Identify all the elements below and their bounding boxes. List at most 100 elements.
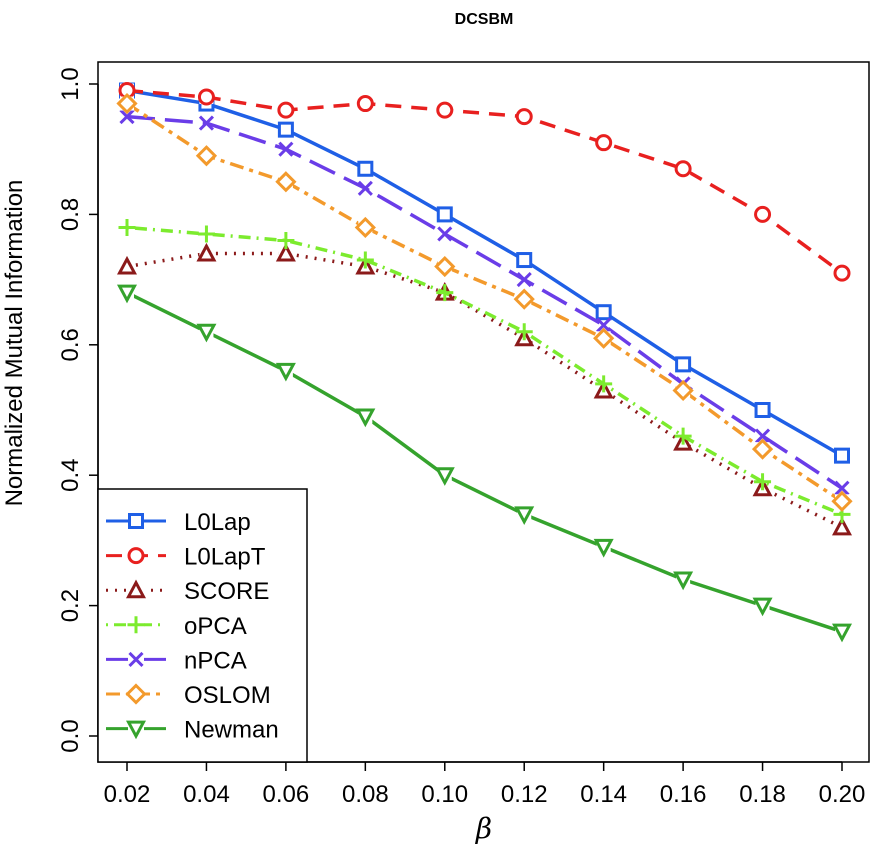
marker-backdrop [596, 305, 611, 320]
data-point-l0lap [595, 304, 612, 321]
marker-backdrop [437, 103, 452, 118]
data-point-npca [834, 480, 850, 496]
data-point-oslom [354, 216, 376, 239]
data-point-newman [752, 597, 773, 617]
series-line-l0lap [126, 88, 843, 458]
marker-backdrop [199, 90, 214, 105]
data-point-opca [515, 323, 533, 341]
data-point-score [116, 255, 138, 275]
legend-label: SCORE [184, 578, 269, 605]
data-point-score [593, 379, 614, 399]
x-tick-label: 0.16 [660, 781, 707, 808]
data-point-oslom [751, 438, 774, 460]
marker-backdrop [120, 83, 134, 98]
data-point-l0lap [834, 447, 850, 464]
y-tick-label: 0.0 [57, 719, 84, 752]
legend-label: L0LapT [184, 544, 266, 571]
legend-label: oPCA [184, 613, 247, 640]
series-line-opca [126, 225, 843, 516]
legend-marker-l0lapt [127, 547, 145, 565]
legend-label: nPCA [184, 647, 247, 674]
data-point-l0lap [675, 356, 692, 373]
x-tick-label: 0.20 [819, 781, 866, 808]
legend-marker-score [125, 579, 147, 599]
data-point-oslom [593, 327, 615, 349]
y-tick-label: 0.2 [57, 589, 84, 622]
series-line-newman [126, 291, 843, 634]
chart-title: DCSBM [455, 11, 514, 28]
x-axis-label: β [475, 812, 492, 845]
data-point-oslom [513, 288, 535, 310]
data-point-oslom [672, 379, 694, 402]
y-tick-label: 0.8 [57, 198, 84, 231]
legend-item-score: SCORE [106, 578, 269, 605]
marker-backdrop [835, 448, 849, 463]
data-point-opca [674, 427, 692, 445]
y-tick-label: 0.6 [57, 328, 84, 361]
legend-marker-opca [127, 616, 145, 634]
x-tick-label: 0.06 [263, 781, 310, 808]
legend-label: Newman [184, 717, 279, 744]
x-tick-label: 0.12 [501, 781, 548, 808]
data-point-oslom [434, 255, 456, 278]
data-point-opca [118, 218, 136, 236]
data-point-oslom [116, 92, 138, 115]
legend-marker-l0lap [128, 513, 144, 529]
legend: L0Lap L0LapT SCORE oPCA nPCA OSLOM Newman [97, 488, 308, 763]
y-axis-label: Normalized Mutual Information [1, 180, 28, 507]
x-axis: 0.02 0.04 0.06 0.08 0.10 0.12 0.14 0.16 0.18 0.20 [104, 761, 866, 808]
data-point-l0lap [436, 206, 453, 223]
series-line-npca [126, 114, 843, 490]
data-point-l0lapt [277, 101, 295, 119]
legend-marker-newman [125, 720, 147, 740]
data-point-newman [355, 408, 376, 428]
y-tick-label: 1.0 [57, 67, 84, 100]
data-point-l0lap [357, 160, 374, 177]
data-point-npca [357, 180, 373, 196]
legend-marker-backdrop [128, 513, 144, 529]
data-point-score [673, 431, 694, 451]
data-point-newman [593, 538, 614, 558]
legend-item-newman: Newman [106, 717, 279, 744]
legend-item-l0lap: L0Lap [106, 509, 251, 536]
data-point-l0lapt [754, 205, 772, 223]
legend-marker-oslom [125, 683, 147, 705]
marker-backdrop [835, 266, 849, 281]
series-layer [116, 82, 853, 643]
series-npca [119, 109, 850, 496]
data-point-score [275, 242, 296, 262]
data-point-oslom [195, 145, 218, 167]
x-tick-label: 0.18 [739, 781, 786, 808]
marker-backdrop [278, 103, 293, 118]
data-point-npca [596, 317, 612, 333]
data-point-l0lapt [833, 264, 851, 282]
data-point-opca [436, 284, 454, 302]
legend-item-oslom: OSLOM [106, 682, 271, 709]
legend-item-npca: nPCA [106, 647, 247, 674]
legend-marker-backdrop [128, 686, 144, 702]
series-line-oslom [126, 102, 843, 503]
marker-backdrop [278, 122, 293, 137]
marker-backdrop [755, 403, 770, 417]
data-point-npca [516, 272, 532, 288]
data-point-opca [197, 225, 215, 243]
data-point-newman [514, 506, 535, 525]
y-tick-label: 0.4 [57, 459, 84, 492]
legend-item-l0lapt: L0LapT [106, 544, 266, 571]
x-tick-label: 0.02 [104, 781, 151, 808]
data-point-score [196, 242, 217, 262]
data-point-l0lapt [436, 101, 454, 119]
marker-backdrop [676, 357, 691, 372]
data-point-l0lapt [356, 95, 374, 113]
y-axis: 0.0 0.2 0.4 0.6 0.8 1.0 [57, 67, 99, 753]
data-point-l0lapt [595, 134, 613, 152]
legend-marker-backdrop [128, 720, 144, 737]
marker-backdrop [517, 109, 532, 124]
data-point-npca [278, 141, 294, 157]
legend-label: OSLOM [184, 682, 271, 709]
series-opca [118, 218, 851, 523]
legend-item-opca: oPCA [106, 613, 247, 640]
data-point-score [752, 477, 773, 497]
x-tick-label: 0.14 [580, 781, 627, 808]
data-point-npca [119, 109, 135, 125]
